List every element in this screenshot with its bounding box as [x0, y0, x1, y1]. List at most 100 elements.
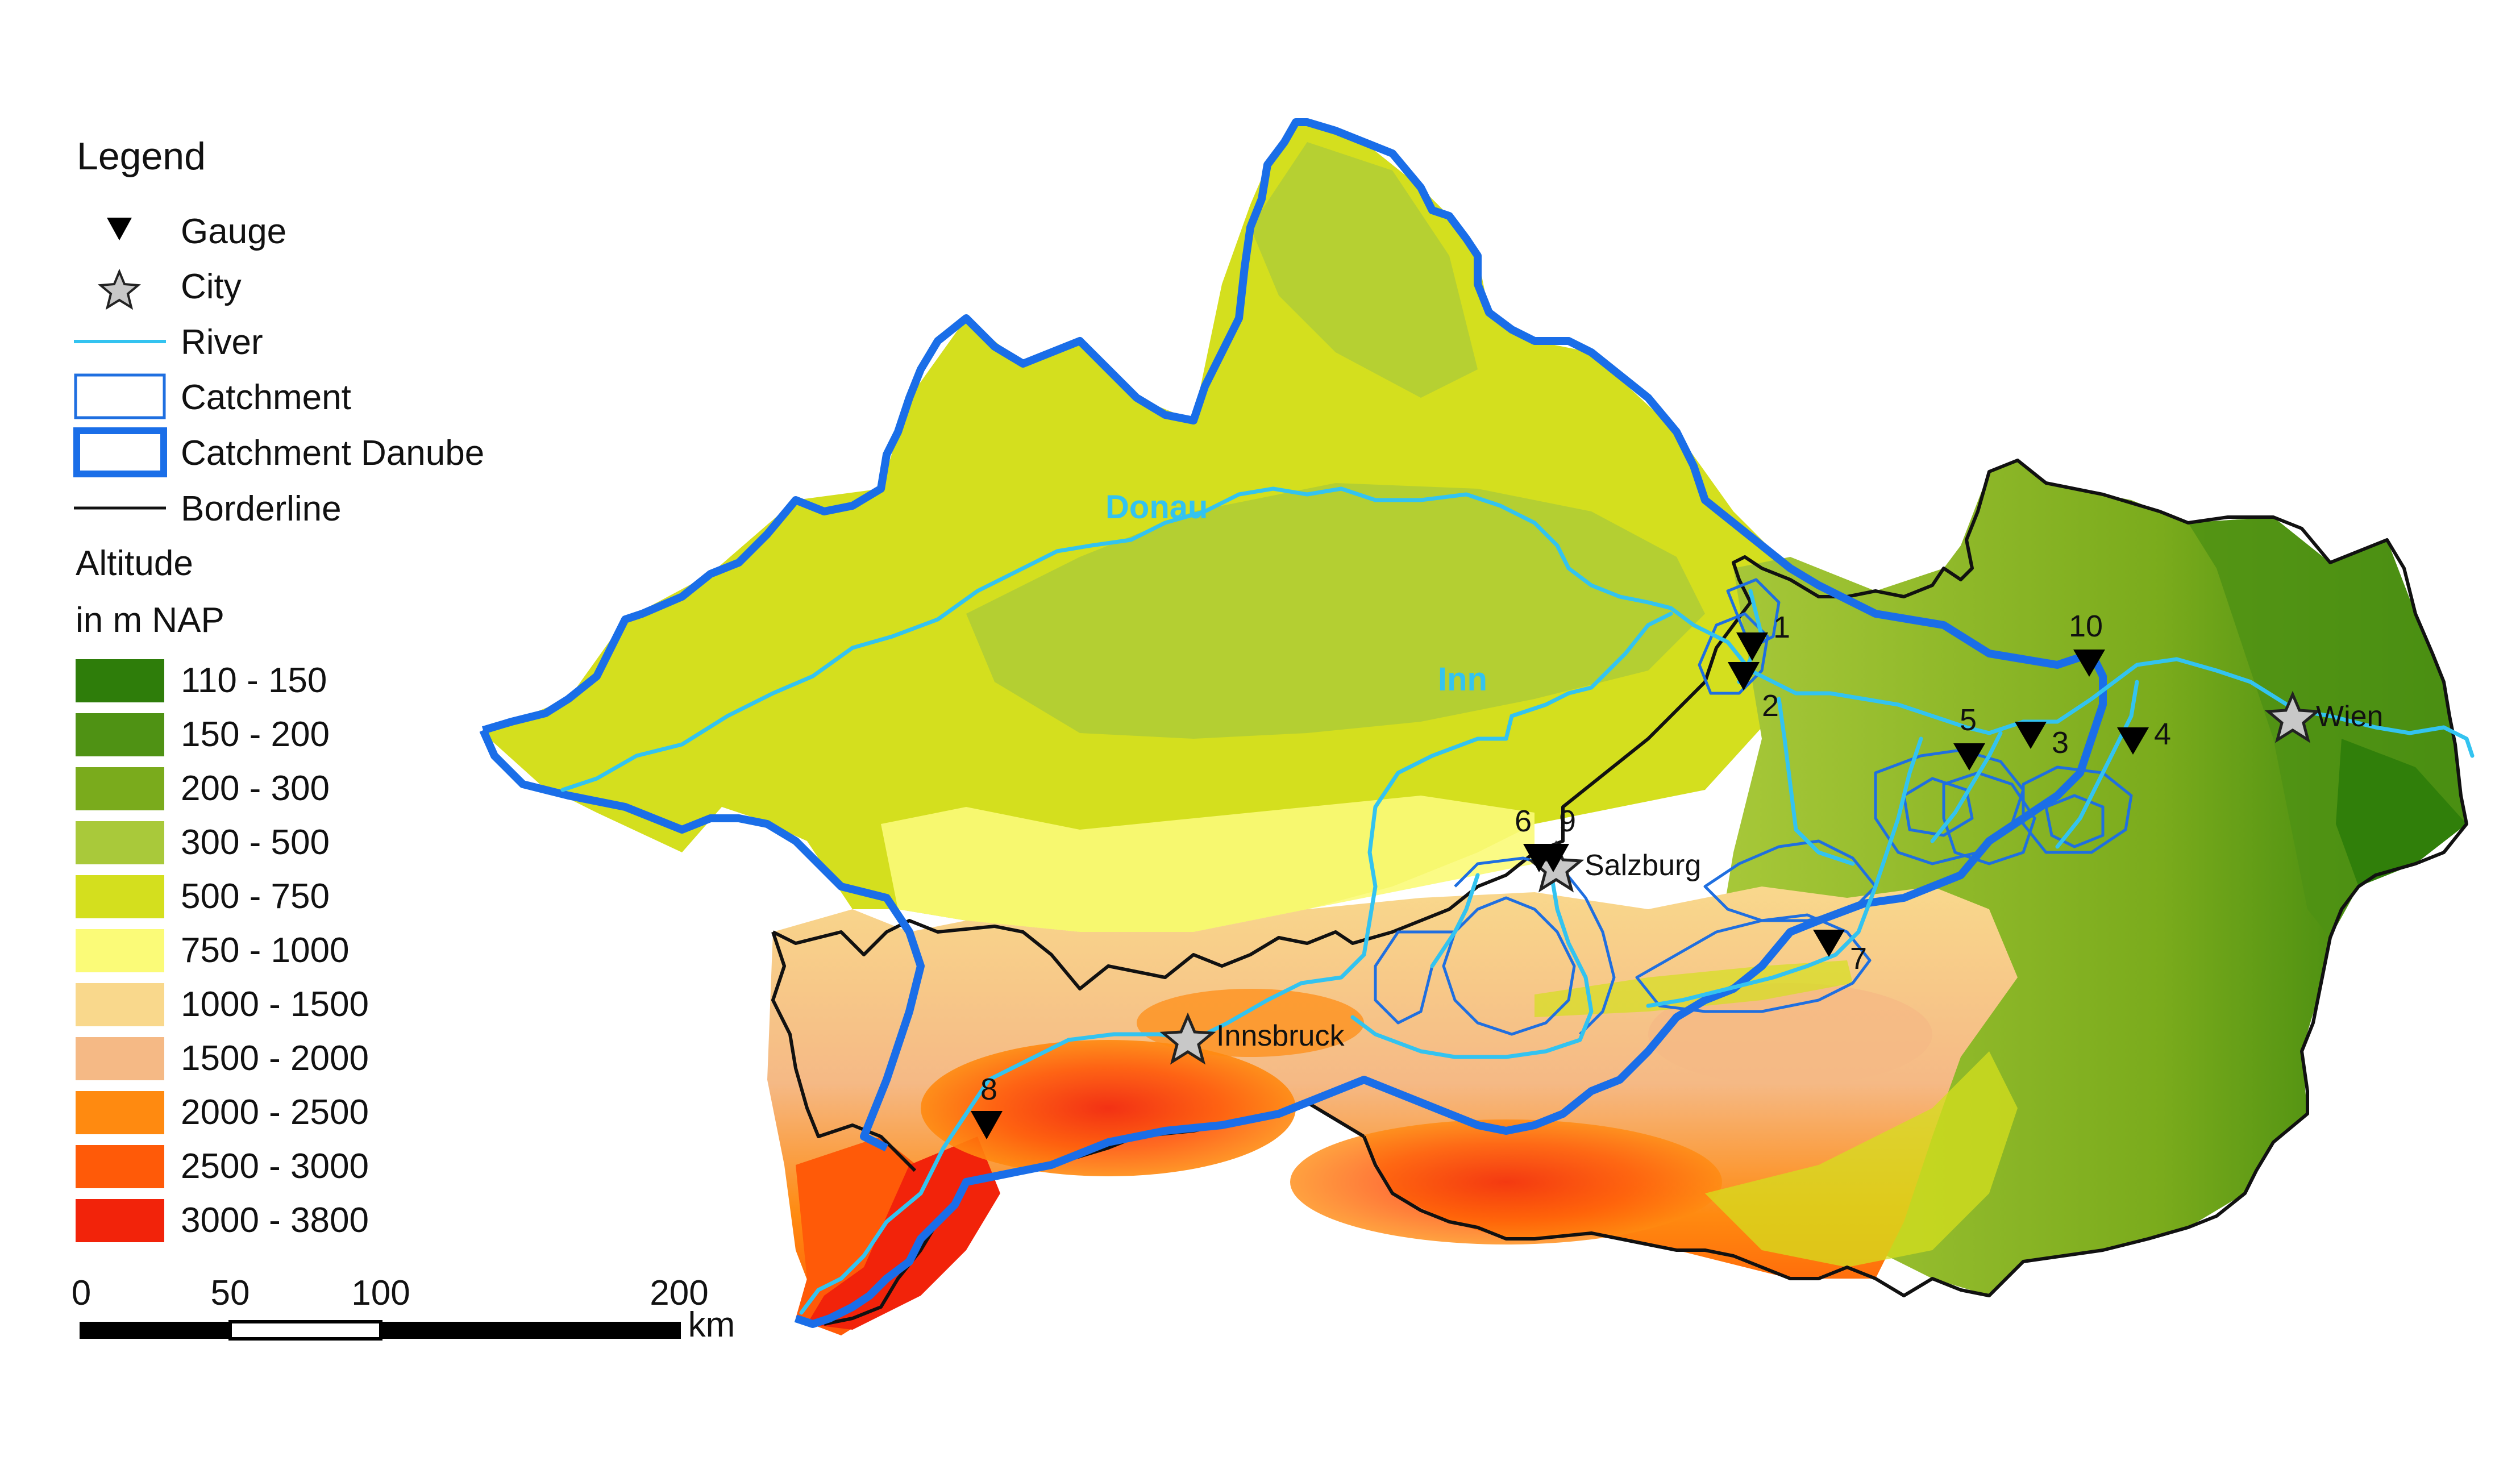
altitude-label-3: 300 - 500 [181, 823, 330, 862]
catchment-inn-lower [1454, 856, 1616, 1035]
foreland-terrain [483, 122, 1819, 932]
catchment-danube-layer [479, 118, 2107, 1328]
gauge-10-icon [2073, 650, 2105, 677]
altitude-class-list: 110 - 150 150 - 200 200 - 300 300 - 500 500 … [76, 659, 369, 1242]
city-label-innsbruck: Innsbruck [1216, 1019, 1345, 1052]
oetztal-peaks-terrain [921, 1040, 1296, 1176]
danube-catchment-outline [481, 118, 2107, 1328]
catchment-danube-box-icon [73, 427, 167, 477]
altitude-label-9: 2500 - 3000 [181, 1147, 369, 1186]
northern-hills-terrain [1250, 142, 1478, 398]
catchment-erlauf [1942, 771, 2036, 865]
altitude-swatch-5 [76, 929, 164, 972]
river-label-donau: Donau [1105, 489, 1208, 526]
gauge-label-10: 10 [2069, 609, 2103, 643]
legend: Legend Gauge City River Catchment Catchm… [73, 135, 484, 1242]
gauge-9-icon [1537, 844, 1569, 872]
gauge-label-3: 3 [2052, 726, 2069, 760]
altitude-title-line2: in m NAP [76, 601, 224, 640]
gauge-label-4: 4 [2154, 717, 2171, 751]
river-salzach-upper [1350, 1015, 1457, 1059]
legend-label-catchment: Catchment [181, 378, 351, 417]
plateau-terrain [966, 483, 1705, 739]
lowland-terrain [2336, 739, 2467, 886]
southwest-valley-terrain [807, 1137, 1000, 1330]
catchment-traisen-inner [2044, 794, 2105, 848]
river-ybbs [1930, 731, 2003, 843]
catchment-box-icon [74, 373, 166, 419]
enns-valley-terrain [1535, 960, 1853, 1017]
gauge-label-2: 2 [1762, 689, 1779, 723]
river-donau [560, 486, 2475, 792]
river-traisen [2055, 680, 2139, 849]
gauge-label-7: 7 [1850, 942, 1867, 976]
scalebar: 0 50 100 200 km [72, 1273, 735, 1345]
scalebar-tick-50: 50 [211, 1273, 250, 1313]
altitude-swatch-3 [76, 821, 164, 864]
altitude-label-8: 2000 - 2500 [181, 1093, 369, 1132]
legend-title: Legend [77, 135, 206, 178]
scalebar-segment-1 [80, 1322, 230, 1339]
city-label-salzburg: Salzburg [1585, 849, 1701, 882]
catchment-kamp [1698, 612, 1769, 695]
gauge-1-icon [1736, 632, 1768, 661]
styria-valleys-terrain [1705, 1051, 2018, 1267]
altitude-label-10: 3000 - 3800 [181, 1201, 369, 1240]
altitude-label-2: 200 - 300 [181, 769, 330, 808]
gauge-8-icon [971, 1111, 1003, 1139]
scalebar-tick-200: 200 [650, 1273, 708, 1313]
scalebar-segment-3 [381, 1322, 681, 1339]
scalebar-tick-0: 0 [72, 1273, 91, 1313]
legend-label-city: City [181, 267, 242, 306]
gauge-label-8: 8 [980, 1072, 997, 1106]
austria-border [772, 459, 2468, 1297]
gauge-label-9: 9 [1559, 804, 1576, 838]
legend-label-river: River [181, 323, 263, 362]
altitude-swatch-1 [76, 713, 164, 756]
danube-catchment-west-outline [479, 729, 925, 1152]
altitude-swatch-8 [76, 1091, 164, 1134]
river-label-inn: Inn [1438, 661, 1487, 698]
altitude-title-line1: Altitude [76, 544, 193, 583]
gauge-3-icon [2015, 722, 2047, 749]
river-traun [1777, 697, 1855, 866]
gauge-7-icon [1813, 930, 1845, 957]
altitude-swatch-4 [76, 875, 164, 918]
gauge-4-icon [2117, 727, 2149, 755]
tauern-peaks-terrain [1290, 1119, 1722, 1244]
catchment-salzach [1442, 896, 1576, 1036]
altitude-label-1: 150 - 200 [181, 715, 330, 754]
legend-label-gauge: Gauge [181, 212, 286, 251]
catchment-ybbs-inner [1902, 777, 1974, 837]
city-star-icon [97, 268, 142, 310]
altitude-label-6: 1000 - 1500 [181, 985, 369, 1024]
river-inn [799, 611, 1673, 1315]
catchment-upper-inn [1374, 930, 1457, 1025]
altitude-label-4: 500 - 750 [181, 877, 330, 916]
niederetauern-terrain [1648, 983, 1932, 1085]
altitude-label-5: 750 - 1000 [181, 931, 349, 970]
gauge-label-5: 5 [1960, 703, 1977, 737]
tyrol-west-border [771, 931, 917, 1172]
river-enns [1646, 736, 1923, 1008]
gauges-layer: 1 2 3 4 5 6 9 7 8 10 [971, 609, 2171, 1139]
city-label-wien: Wien [2316, 700, 2383, 733]
scalebar-tick-100: 100 [351, 1273, 410, 1313]
gauge-2-icon [1728, 662, 1760, 690]
scalebar-segment-2 [228, 1320, 382, 1341]
altitude-swatch-10 [76, 1199, 164, 1242]
altitude-swatch-7 [76, 1037, 164, 1080]
legend-label-catchment-danube: Catchment Danube [181, 434, 484, 473]
altitude-label-7: 1500 - 2000 [181, 1039, 369, 1078]
legend-label-borderline: Borderline [181, 489, 342, 528]
river-salzach [1453, 873, 1594, 1059]
altitude-swatch-0 [76, 659, 164, 702]
river-inn-tributary [1430, 873, 1480, 968]
gauge-label-1: 1 [1773, 610, 1790, 644]
gauge-5-icon [1953, 743, 1985, 771]
city-star-wien [2264, 690, 2321, 743]
catchment-traisen [2022, 765, 2133, 854]
scalebar-unit: km [688, 1305, 735, 1345]
city-star-innsbruck [1159, 1012, 1216, 1065]
